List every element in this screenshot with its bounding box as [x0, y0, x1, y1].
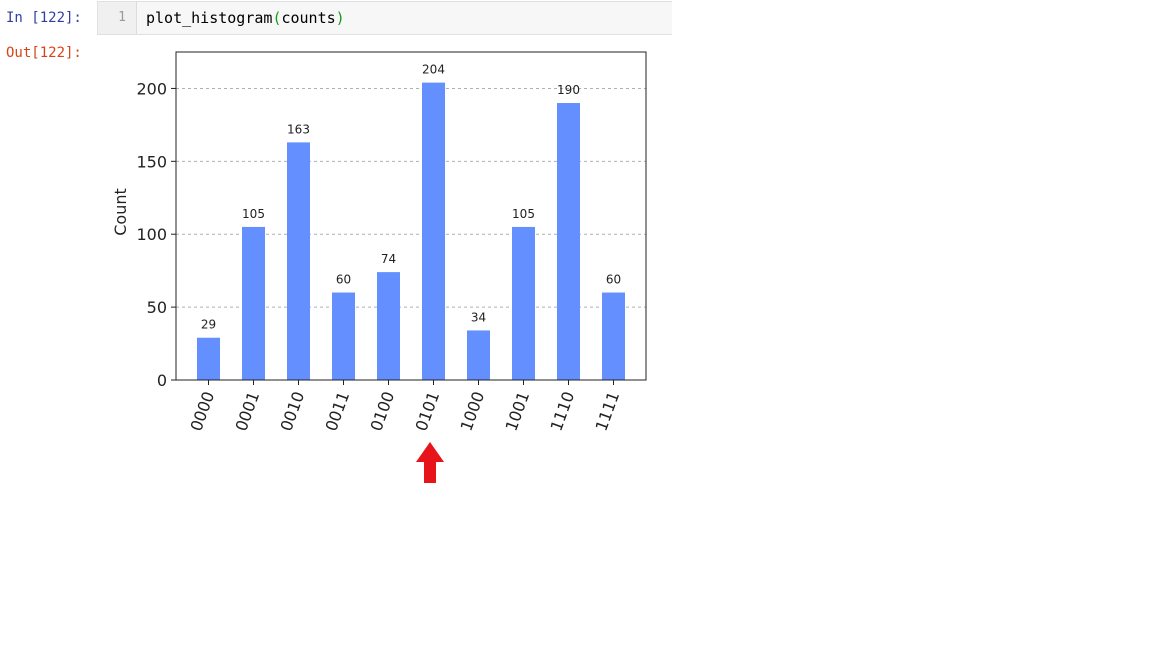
x-axis-ticks: 0000 0001 0010 0011 0100 0101 1000 1001 1110 1111	[186, 380, 623, 434]
bar-1111	[602, 292, 625, 380]
data-label-1000: 34	[471, 310, 486, 324]
code-close-paren: )	[335, 9, 345, 27]
y-tick-label: 100	[136, 225, 167, 244]
data-label-0101: 204	[422, 63, 445, 77]
data-label-1110: 190	[557, 83, 580, 97]
data-label-0000: 29	[201, 318, 216, 332]
bars	[197, 82, 625, 380]
x-tick-label-0010: 0010	[276, 389, 308, 434]
bar-0011	[332, 292, 355, 380]
data-label-0100: 74	[381, 252, 396, 266]
x-tick-label-0100: 0100	[366, 389, 398, 434]
input-prompt: In [122]:	[6, 10, 82, 26]
bar-0100	[377, 272, 400, 380]
bar-0010	[287, 142, 310, 380]
bar-1110	[557, 103, 580, 380]
output-prompt: Out[122]:	[6, 45, 82, 61]
y-axis-label: Count	[111, 188, 130, 236]
code-cell-input[interactable]: 1 plot_histogram(counts)	[97, 1, 672, 35]
bar-1000	[467, 330, 490, 380]
y-tick-label: 0	[157, 371, 167, 390]
data-label-1111: 60	[606, 273, 621, 287]
x-tick-label-1000: 1000	[456, 389, 488, 434]
line-number: 1	[118, 10, 126, 25]
histogram-chart: 29 105 163 60 74 204 34 105 190 60 0 50 100 150 200 0…	[111, 51, 647, 434]
x-tick-label-1111: 1111	[591, 389, 623, 434]
x-tick-label-1001: 1001	[501, 389, 533, 434]
data-label-0011: 60	[336, 273, 351, 287]
code-open-paren: (	[272, 9, 282, 27]
line-number-gutter: 1	[98, 2, 137, 34]
y-tick-label: 50	[147, 298, 167, 317]
x-tick-label-1110: 1110	[546, 389, 578, 434]
y-tick-label: 150	[136, 152, 167, 171]
x-tick-label-0011: 0011	[321, 389, 353, 434]
data-label-0010: 163	[287, 122, 310, 136]
bar-0101	[422, 82, 445, 380]
y-axis-ticks: 0 50 100 150 200	[136, 79, 176, 390]
data-label-0001: 105	[242, 207, 265, 221]
data-label-1001: 105	[512, 207, 535, 221]
plot-frame	[175, 51, 647, 381]
bar-1001	[512, 226, 535, 380]
red-up-arrow-icon	[416, 442, 444, 483]
bar-0000	[197, 337, 220, 380]
data-labels: 29 105 163 60 74 204 34 105 190 60	[201, 63, 621, 332]
x-tick-label-0000: 0000	[186, 389, 218, 434]
code-argument: counts	[281, 9, 336, 27]
y-tick-label: 200	[136, 79, 167, 98]
x-tick-label-0101: 0101	[411, 389, 443, 434]
code-function: plot_histogram	[146, 9, 273, 27]
x-tick-label-0001: 0001	[231, 389, 263, 434]
bar-0001	[242, 226, 265, 380]
code-line[interactable]: plot_histogram(counts)	[146, 9, 345, 27]
